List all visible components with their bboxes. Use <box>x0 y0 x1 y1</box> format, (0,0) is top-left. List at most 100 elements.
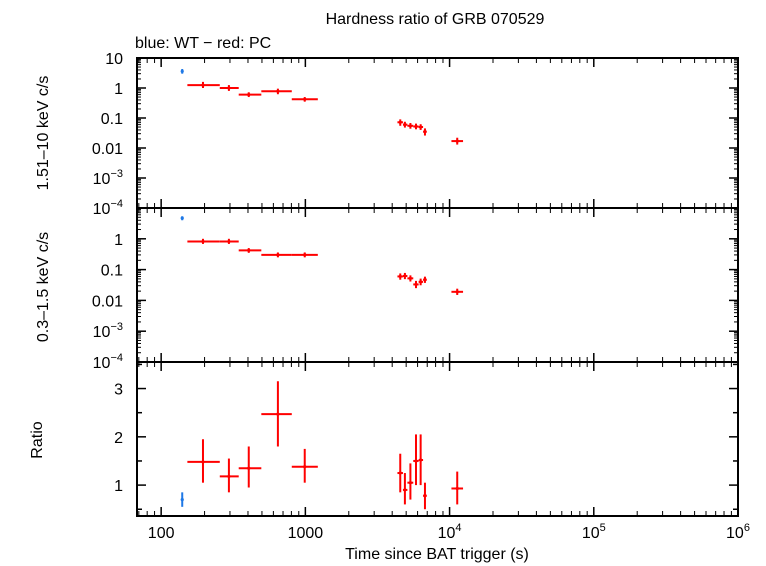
y-tick-label: 1 <box>114 81 123 98</box>
data-point <box>407 463 414 500</box>
panels-group: 10 1 0.1 0.01 10−3 10−4 1.51–10 keV c/s 1 0.1 0.0… <box>29 51 750 542</box>
data-marker <box>455 139 459 143</box>
data-point <box>180 216 184 221</box>
data-marker <box>414 124 418 129</box>
data-marker <box>180 497 184 502</box>
data-point <box>291 448 318 483</box>
series-PC <box>187 381 464 510</box>
data-marker <box>423 494 427 498</box>
data-point <box>291 252 318 258</box>
data-point <box>418 124 424 130</box>
data-point <box>397 119 403 126</box>
data-marker <box>201 239 205 244</box>
series-PC <box>187 81 464 145</box>
data-marker <box>408 481 413 485</box>
data-point <box>180 492 184 507</box>
x-tick-label: 106 <box>726 522 750 542</box>
data-point <box>413 280 419 289</box>
data-marker <box>180 216 184 220</box>
data-marker <box>180 69 184 73</box>
y-tick-label: 10−3 <box>93 321 123 341</box>
data-point <box>407 275 414 282</box>
data-point <box>219 85 239 91</box>
y-axis-label: 0.3–1.5 keV c/s <box>35 232 52 342</box>
x-tick-label: 104 <box>438 522 462 542</box>
y-tick-label: 10−4 <box>93 352 123 372</box>
data-marker <box>403 488 407 492</box>
data-marker <box>403 274 407 278</box>
data-point <box>402 473 408 505</box>
y-tick-label: 10−4 <box>93 198 123 218</box>
x-axis-label: Time since BAT trigger (s) <box>345 546 529 563</box>
chart-subtitle: blue: WT − red: PC <box>135 35 271 52</box>
data-marker <box>227 474 231 479</box>
data-point <box>451 137 464 145</box>
x-tick-label: 105 <box>582 522 606 542</box>
data-point <box>180 68 184 74</box>
y-tick-label: 1 <box>114 232 123 249</box>
data-marker <box>201 460 205 464</box>
series-PC <box>187 238 464 295</box>
data-point <box>423 128 427 136</box>
x-tick-labels: 100 1000 104 105 106 <box>148 522 750 542</box>
series-WT <box>180 492 184 507</box>
data-point <box>261 88 292 95</box>
y-axis-label: 1.51–10 keV c/s <box>35 76 52 191</box>
y-tick-label: 10−3 <box>93 168 123 188</box>
data-point <box>261 381 292 447</box>
panel-ratio: 1 2 3 Ratio <box>29 361 739 517</box>
data-point <box>187 238 220 244</box>
data-point <box>219 238 239 244</box>
data-marker <box>303 97 307 101</box>
y-tick-label: 1 <box>114 478 123 495</box>
data-marker <box>419 458 423 462</box>
data-marker <box>247 466 251 470</box>
data-point <box>238 92 262 98</box>
data-point <box>402 121 408 128</box>
data-point <box>291 97 318 102</box>
data-point <box>261 252 292 258</box>
data-marker <box>414 282 418 287</box>
data-marker <box>408 276 413 280</box>
data-marker <box>419 280 423 284</box>
data-point <box>187 439 220 483</box>
data-marker <box>419 125 423 129</box>
panel-hard: 10 1 0.1 0.01 10−3 10−4 1.51–10 keV c/s <box>35 51 739 218</box>
y-tick-label: 2 <box>114 430 123 447</box>
y-tick-label: 3 <box>114 382 123 399</box>
data-marker <box>227 86 231 90</box>
data-marker <box>276 412 280 416</box>
data-point <box>407 123 414 129</box>
data-point <box>423 276 427 283</box>
data-marker <box>276 89 280 93</box>
data-point <box>413 123 419 130</box>
data-marker <box>276 253 280 257</box>
data-point <box>423 482 427 510</box>
data-point <box>418 434 424 486</box>
data-marker <box>423 278 427 282</box>
data-marker <box>303 253 307 257</box>
data-marker <box>455 486 459 491</box>
data-marker <box>227 239 231 244</box>
data-marker <box>303 465 307 469</box>
data-marker <box>398 471 402 475</box>
data-marker <box>403 123 407 127</box>
data-point <box>219 458 239 493</box>
data-marker <box>455 290 459 294</box>
y-axis-label: Ratio <box>29 421 46 458</box>
data-point <box>413 434 419 486</box>
data-point <box>187 81 220 88</box>
data-marker <box>398 274 402 279</box>
panel-frame <box>136 57 739 209</box>
x-tick-label: 100 <box>148 525 175 542</box>
y-tick-label: 0.01 <box>92 141 123 158</box>
data-point <box>402 272 408 280</box>
y-tick-label: 0.1 <box>101 263 123 280</box>
y-tick-label: 0.01 <box>92 293 123 310</box>
data-point <box>238 446 262 488</box>
data-marker <box>398 120 402 124</box>
series-WT <box>180 68 184 74</box>
data-marker <box>423 130 427 134</box>
